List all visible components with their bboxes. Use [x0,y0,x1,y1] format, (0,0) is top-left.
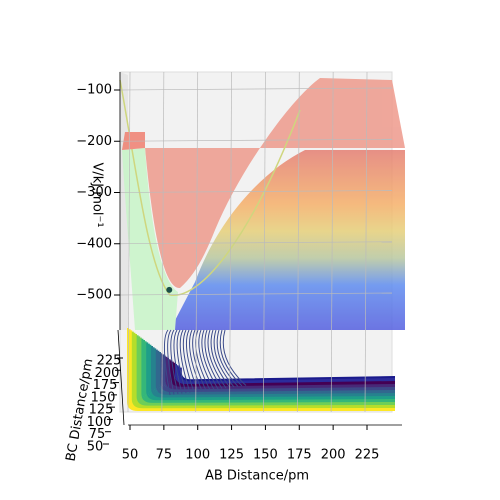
z-tick-label: −500 [76,288,112,303]
contour-line [192,329,207,391]
minimum-marker [166,286,173,293]
x-tick-label: 225 [355,448,380,463]
z-grid-line [119,87,393,91]
x-grid-line [229,71,232,413]
x-tick-label: 50 [122,448,139,463]
z-tick-label: −400 [76,236,112,251]
z-tick-label: −300 [76,185,112,200]
contour-line [195,329,211,391]
y-tick-label: 100 [87,415,112,430]
z-grid-line [119,138,393,142]
y-tick-label: 75 [89,427,106,442]
x-tick-label: 75 [156,448,173,463]
contour-line [182,329,195,393]
contour-line [210,329,231,388]
x-grid-line [127,71,131,413]
contour-line [176,329,187,394]
y-tick-label: 150 [91,390,116,405]
contour-line [198,329,215,390]
contour-line [219,329,243,387]
x-grid-line [195,71,199,413]
y-tick-label: 175 [93,378,118,393]
contour-line [207,329,227,389]
surface-slope [170,150,405,330]
z-tick-label: −200 [76,134,112,149]
contour-line [173,329,183,394]
x-grid-line [296,71,300,413]
contour-line [185,329,199,392]
x-tick-label: 125 [219,448,244,463]
contour-line [170,329,179,395]
contour-line [163,329,171,396]
x-tick-label: 150 [253,448,278,463]
x-axis-title: AB Distance/pm [205,469,309,484]
y-axis-line [117,329,125,426]
y-tick-label: 225 [97,354,122,369]
surface-edge [119,79,301,296]
contour-line [201,329,219,390]
contour-line [216,329,239,387]
x-tick-label: 175 [287,448,312,463]
contour-line [204,329,223,389]
contour-line [189,329,203,392]
z-grid-line [119,190,393,193]
z-grid-line [119,241,393,245]
z-grid-line [119,292,393,296]
x-grid-line [263,71,266,413]
contours [127,328,396,411]
y-tick-label: 125 [89,403,114,418]
x-tick-label: 100 [185,448,210,463]
y-tick-label: 50 [87,440,104,455]
z-axis-title: V/kJ.mol⁻¹ [90,162,105,227]
x-tick-label: 200 [321,448,346,463]
x-grid-line [161,71,165,413]
contour-line [179,329,191,393]
surface-top [145,78,405,289]
z-tick-label: −100 [76,83,112,98]
contour-line [167,329,175,395]
surface [119,78,405,330]
wall-lines [119,71,393,413]
contour-line [222,329,247,386]
y-tick-label: 200 [95,366,120,381]
